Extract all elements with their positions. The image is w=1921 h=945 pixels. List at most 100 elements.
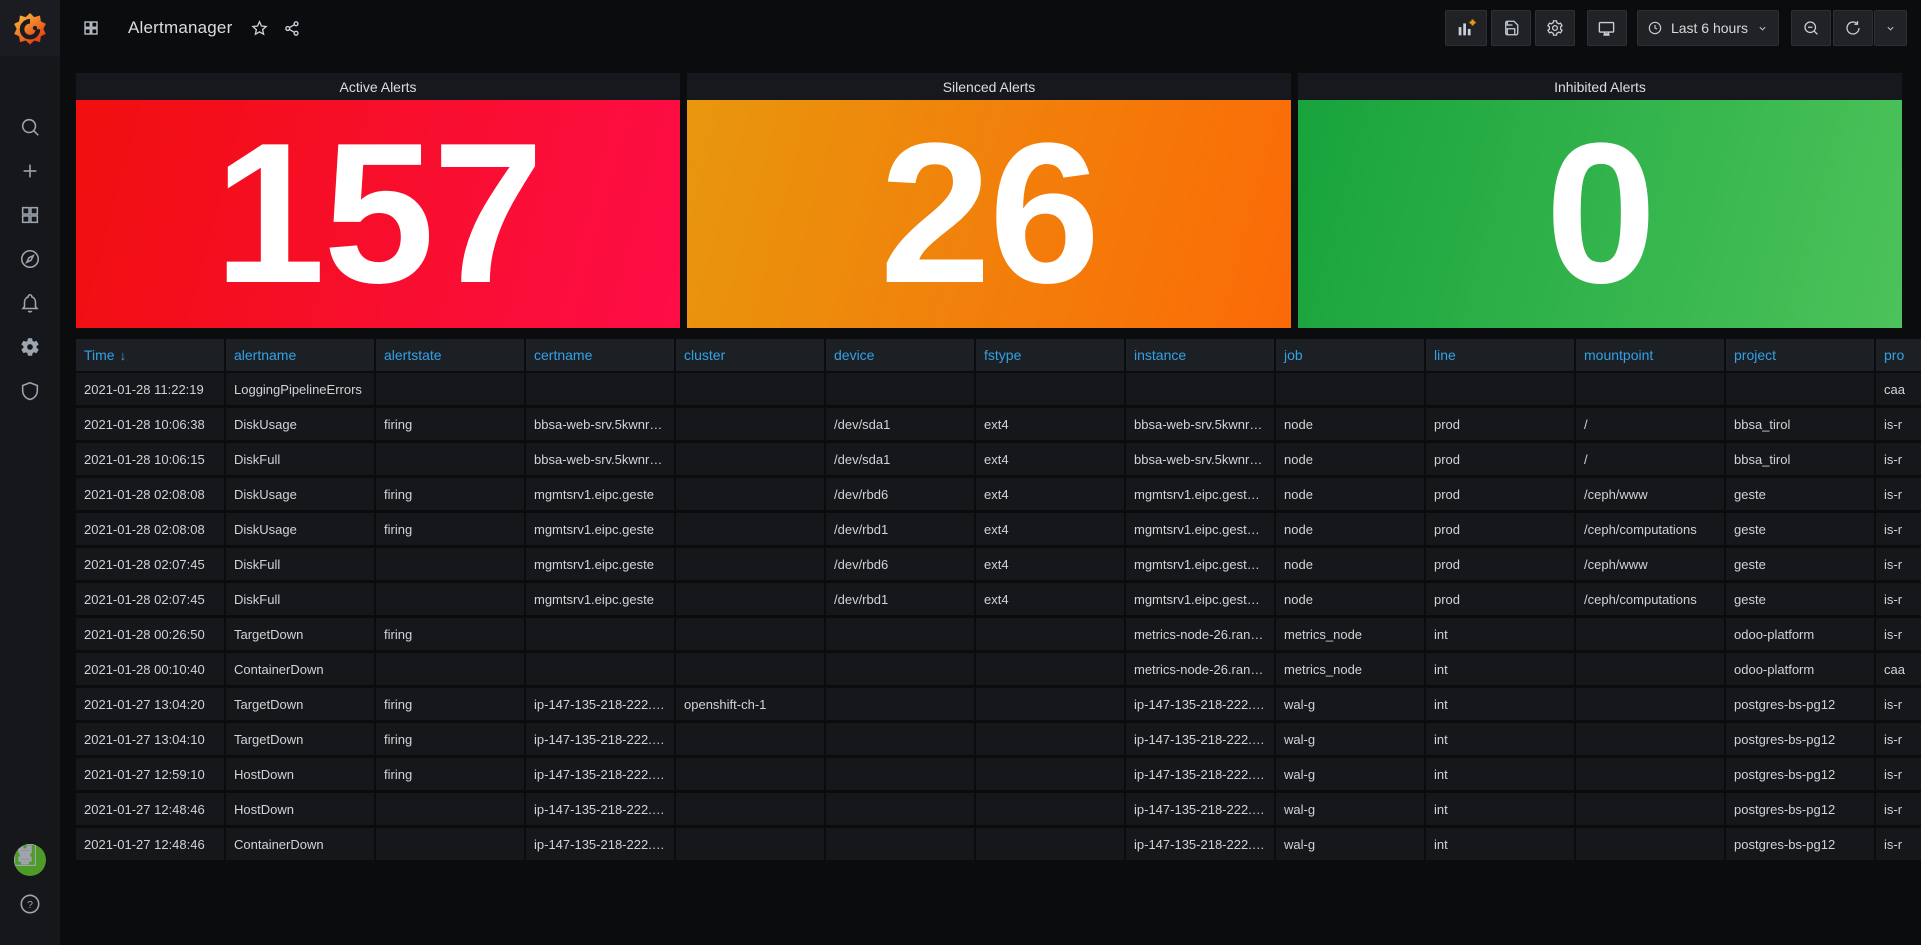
table-cell: node [1276, 583, 1426, 618]
column-header-cluster[interactable]: cluster [676, 339, 826, 373]
panel-header[interactable]: Active Alerts [76, 73, 680, 100]
table-cell: mgmtsrv1.eipc.gest… [1126, 513, 1276, 548]
column-header-alertstate[interactable]: alertstate [376, 339, 526, 373]
add-panel-button[interactable] [1444, 10, 1487, 46]
table-cell: ip-147-135-218-222.… [526, 793, 676, 828]
column-header-certname[interactable]: certname [526, 339, 676, 373]
table-row: 2021-01-28 00:10:40 ContainerDown metrics-… [76, 653, 1921, 688]
table-cell: int [1426, 723, 1576, 758]
table-cell [976, 723, 1126, 758]
search-icon [21, 118, 39, 136]
table-cell: is-r [1876, 618, 1921, 653]
table-cell: 2021-01-28 10:06:38 [76, 408, 226, 443]
table-cell: openshift-ch-1 [676, 688, 826, 723]
sidebar-item-server-admin[interactable] [0, 371, 60, 411]
zoom-out-button[interactable] [1791, 10, 1831, 46]
table-row: 2021-01-28 02:08:08 DiskUsage firing mgmtsr… [76, 478, 1921, 513]
table-cell: prod [1426, 408, 1576, 443]
sidebar-item-search[interactable] [0, 107, 60, 147]
column-header-time[interactable]: Time ↓ [76, 339, 226, 373]
sidebar-item-help[interactable]: ? [0, 892, 60, 916]
table-cell: ip-147-135-218-222.… [526, 828, 676, 863]
sidebar-item-explore[interactable] [0, 239, 60, 279]
table-cell [976, 758, 1126, 793]
time-range-picker[interactable]: Last 6 hours [1636, 10, 1779, 46]
stat-value: 157 [214, 102, 544, 325]
table-cell: mgmtsrv1.eipc.geste [526, 548, 676, 583]
table-cell: node [1276, 513, 1426, 548]
tv-mode-button[interactable] [1586, 10, 1627, 46]
panel-header[interactable]: Silenced Alerts [687, 73, 1291, 100]
stat-body: 0 [1298, 100, 1902, 328]
table-cell: 2021-01-27 12:48:46 [76, 828, 226, 863]
table-cell: 2021-01-28 00:10:40 [76, 653, 226, 688]
table-cell [376, 583, 526, 618]
dashboard-settings-button[interactable] [1534, 10, 1575, 46]
table-cell: 2021-01-28 02:08:08 [76, 513, 226, 548]
table-cell: wal-g [1276, 828, 1426, 863]
table-cell: ext4 [976, 513, 1126, 548]
table-cell: /dev/rbd6 [826, 548, 976, 583]
table-cell: ip-147-135-218-222.… [1126, 828, 1276, 863]
table-cell: geste [1726, 548, 1876, 583]
table-cell: ContainerDown [226, 828, 376, 863]
panel-header[interactable]: Inhibited Alerts [1298, 73, 1902, 100]
share-dashboard-button[interactable] [283, 19, 302, 38]
column-header-job[interactable]: job [1276, 339, 1426, 373]
table-cell: wal-g [1276, 758, 1426, 793]
table-cell: bbsa-web-srv.5kwnr… [526, 443, 676, 478]
table-cell: ip-147-135-218-222.… [526, 758, 676, 793]
column-header-device[interactable]: device [826, 339, 976, 373]
table-cell: /dev/sda1 [826, 443, 976, 478]
table-cell [1576, 793, 1726, 828]
table-cell [676, 828, 826, 863]
sidebar-item-configuration[interactable] [0, 327, 60, 367]
column-header-mountpoint[interactable]: mountpoint [1576, 339, 1726, 373]
table-cell: mgmtsrv1.eipc.gest… [1126, 478, 1276, 513]
table-cell [376, 373, 526, 408]
save-dashboard-button[interactable] [1490, 10, 1531, 46]
table-cell: ext4 [976, 408, 1126, 443]
sidebar-item-dashboards[interactable] [0, 195, 60, 235]
stat-value: 26 [879, 102, 1100, 325]
bell-icon [21, 293, 39, 313]
table-cell: prod [1426, 548, 1576, 583]
column-header-project[interactable]: project [1726, 339, 1876, 373]
column-header-fstype[interactable]: fstype [976, 339, 1126, 373]
table-cell: int [1426, 793, 1576, 828]
dashboards-grid-icon [21, 206, 39, 224]
gear-icon [1547, 20, 1563, 36]
sidebar-item-profile[interactable] [0, 843, 60, 877]
table-cell: is-r [1876, 408, 1921, 443]
table-cell [1576, 723, 1726, 758]
stat-body: 26 [687, 100, 1291, 328]
top-navigation-bar: Alertmanager Last 6 hours [60, 0, 1921, 56]
table-cell: postgres-bs-pg12 [1726, 758, 1876, 793]
refresh-interval-button[interactable] [1874, 10, 1907, 46]
table-cell: LoggingPipelineErrors [226, 373, 376, 408]
column-header-line[interactable]: line [1426, 339, 1576, 373]
sidebar-item-create[interactable] [0, 151, 60, 191]
table-cell [676, 373, 826, 408]
table-cell [676, 618, 826, 653]
table-cell: is-r [1876, 548, 1921, 583]
grafana-logo[interactable] [0, 0, 60, 56]
column-header-instance[interactable]: instance [1126, 339, 1276, 373]
table-cell: wal-g [1276, 688, 1426, 723]
column-header-alertname[interactable]: alertname [226, 339, 376, 373]
table-cell [976, 653, 1126, 688]
table-cell: firing [376, 513, 526, 548]
table-cell [1276, 373, 1426, 408]
column-header-pro[interactable]: pro [1876, 339, 1921, 373]
refresh-button[interactable] [1833, 10, 1873, 46]
table-cell [676, 513, 826, 548]
time-range-label: Last 6 hours [1670, 20, 1748, 36]
table-row: 2021-01-28 00:26:50 TargetDown firing metri… [76, 618, 1921, 653]
plus-icon [23, 164, 37, 178]
sidebar-item-alerting[interactable] [0, 283, 60, 323]
zoom-out-icon [1804, 21, 1818, 35]
star-dashboard-button[interactable] [250, 19, 269, 38]
dashboard-toolbar: Last 6 hours [1444, 10, 1907, 46]
table-cell [676, 793, 826, 828]
table-cell: ip-147-135-218-222.… [1126, 688, 1276, 723]
